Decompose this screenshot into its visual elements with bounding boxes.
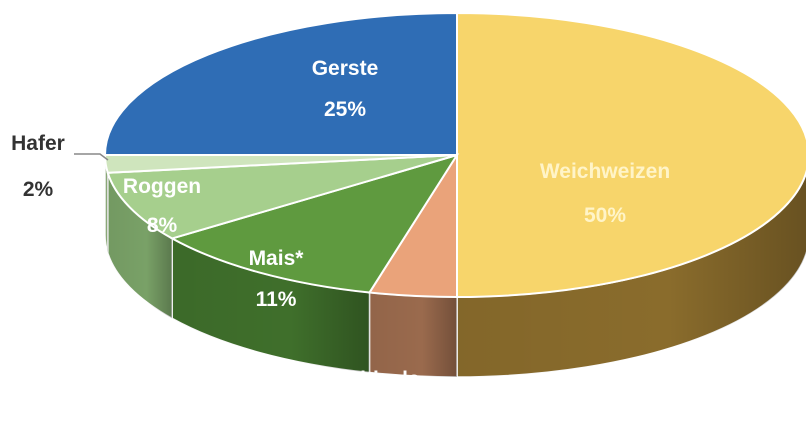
value-label-hafer: 2% xyxy=(23,178,54,201)
value-label-gerste: 25% xyxy=(324,98,366,121)
pie-slice-roggen xyxy=(106,154,458,240)
pie-side-shade xyxy=(457,173,806,377)
pie-labels: Weichweizen 50% Triticale 4% Mais* 11% Roggen 8… xyxy=(11,57,670,433)
pie-slice-mais- xyxy=(169,153,460,294)
pie-slice-gerste xyxy=(103,11,458,156)
pie-side-shade xyxy=(105,155,108,253)
label-hafer: Hafer xyxy=(11,132,65,155)
value-label-weichweizen: 50% xyxy=(584,204,626,227)
hafer-leader-line xyxy=(74,153,109,161)
value-label-roggen: 8% xyxy=(147,214,178,237)
label-weichweizen: Weichweizen xyxy=(540,160,670,183)
label-mais-: Mais* xyxy=(249,247,305,270)
pie-tops xyxy=(103,11,806,299)
pie-side-shade xyxy=(172,238,370,373)
label-gerste: Gerste xyxy=(312,57,379,80)
value-label-mais-: 11% xyxy=(256,288,297,311)
pie-slice-weichweizen xyxy=(456,11,806,299)
pie-side-shade xyxy=(107,172,173,319)
pie-side-shade xyxy=(369,292,457,377)
value-label-triticale: 4% xyxy=(365,410,396,433)
pie-sides xyxy=(104,154,806,378)
label-roggen: Roggen xyxy=(123,175,201,198)
label-triticale: Triticale xyxy=(340,368,419,391)
